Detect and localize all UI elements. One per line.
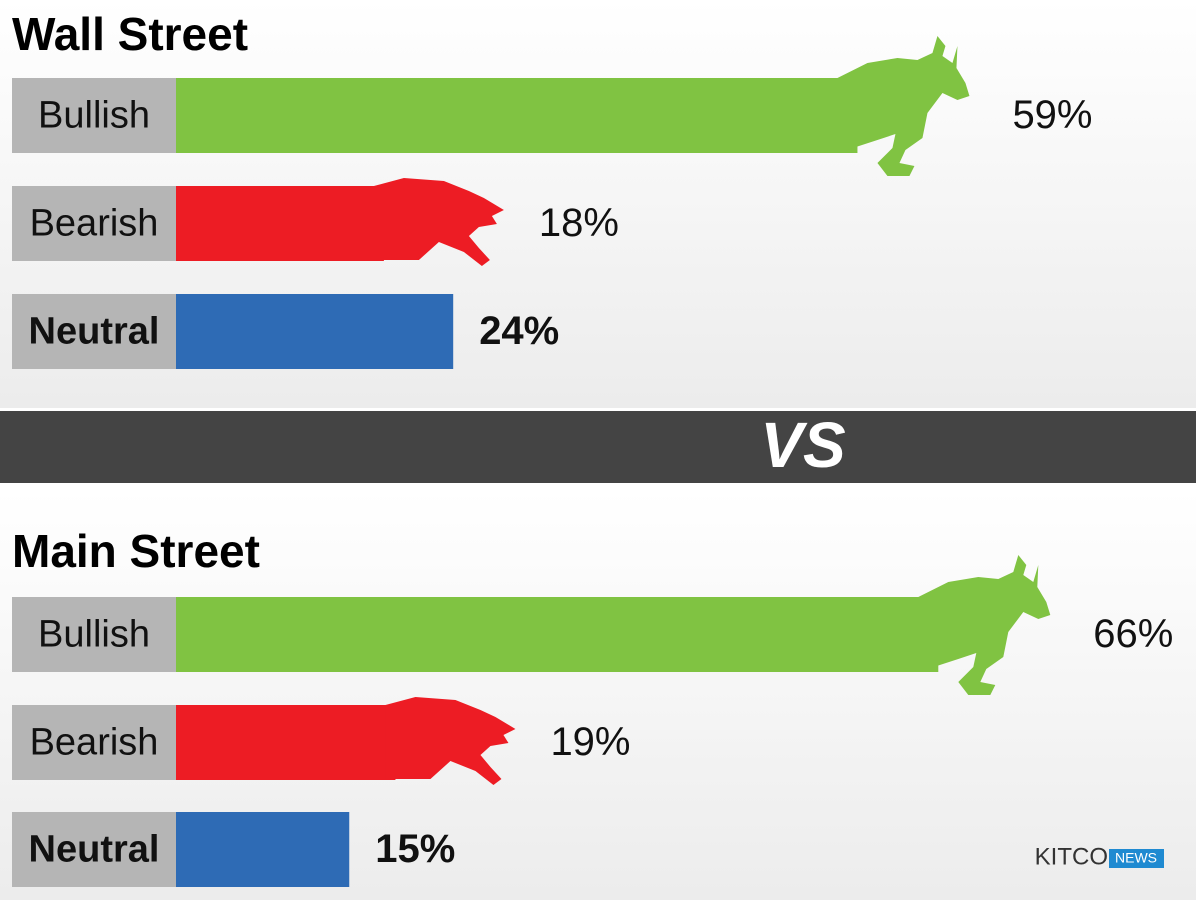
divider-band [0, 411, 1196, 483]
category-label: Bullish [38, 614, 150, 656]
chart-title: Wall Street [12, 8, 248, 60]
category-box [12, 812, 176, 887]
category-label: Bullish [38, 95, 150, 137]
value-label: 19% [550, 720, 630, 764]
bear-icon [385, 697, 516, 785]
value-label: 66% [1093, 612, 1173, 656]
category-label: Bearish [30, 203, 159, 245]
bar [176, 78, 858, 153]
logo-badge [1109, 849, 1164, 868]
value-label: 59% [1012, 93, 1092, 137]
category-box [12, 597, 176, 672]
divider-text: VS [760, 409, 846, 481]
category-box [12, 705, 176, 780]
bar [176, 812, 350, 887]
bull-icon [837, 36, 970, 176]
category-box [12, 78, 176, 153]
chart-title: Main Street [12, 525, 260, 577]
category-label: Neutral [29, 311, 160, 353]
category-label: Bearish [30, 722, 159, 764]
bar [176, 294, 454, 369]
category-box [12, 186, 176, 261]
value-label: 15% [375, 827, 455, 871]
bull-icon [918, 555, 1051, 695]
category-box [12, 294, 176, 369]
bar [176, 186, 384, 261]
value-label: 24% [479, 309, 559, 353]
category-label: Neutral [29, 829, 160, 871]
bear-icon [373, 178, 504, 266]
bar [176, 597, 939, 672]
bar [176, 705, 396, 780]
logo-brand: KITCO [1035, 843, 1108, 870]
logo-tag: NEWS [1115, 850, 1157, 866]
value-label: 18% [539, 201, 619, 245]
